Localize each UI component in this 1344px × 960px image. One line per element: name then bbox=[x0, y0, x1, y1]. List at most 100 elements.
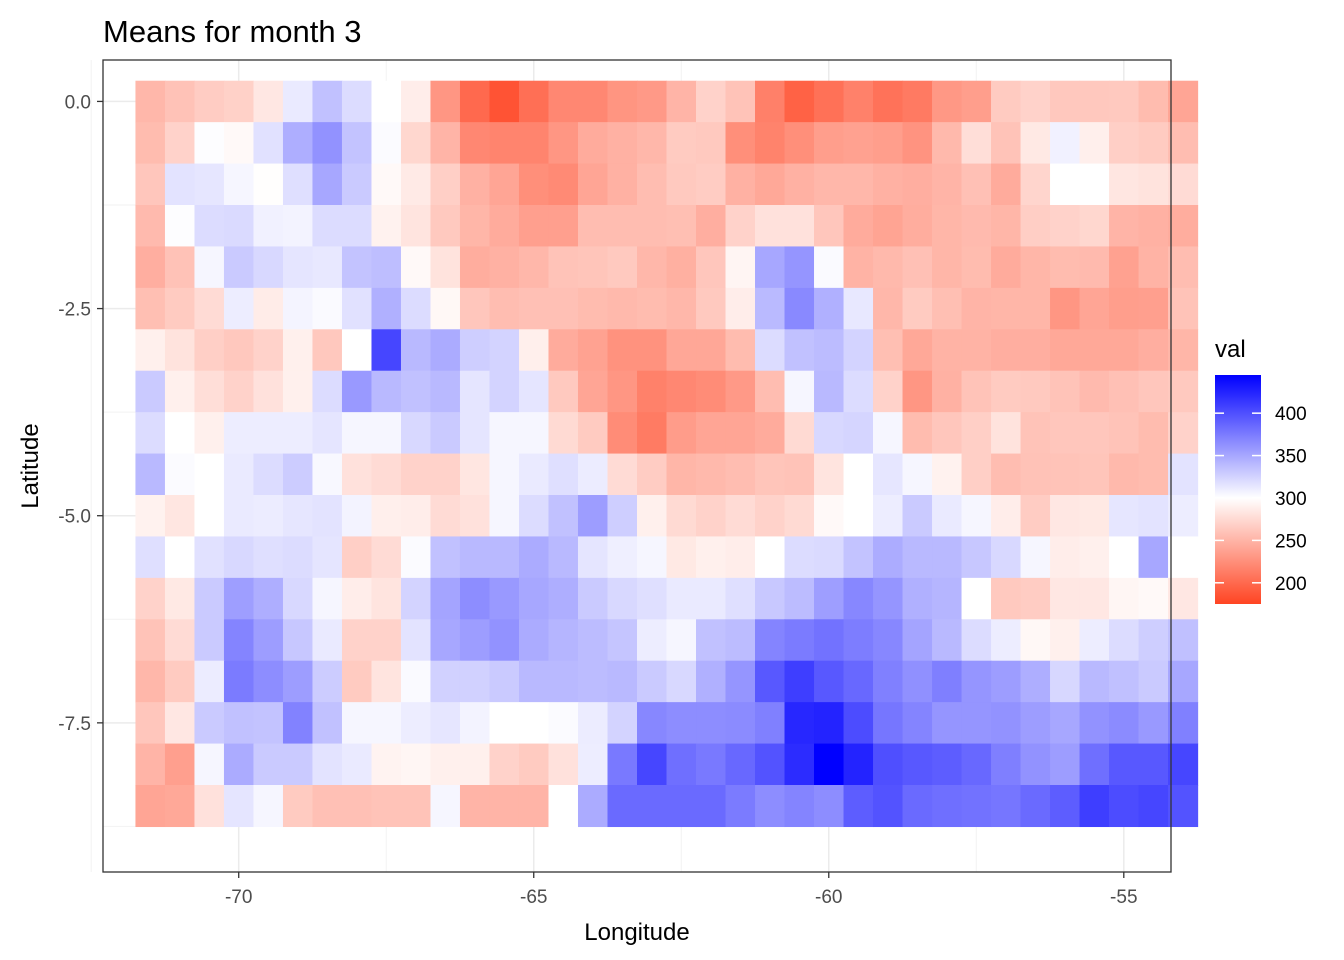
heatmap-cell bbox=[548, 495, 579, 538]
y-axis-title: Latitude bbox=[17, 423, 44, 508]
heatmap-cell bbox=[223, 660, 255, 703]
heatmap-cell bbox=[932, 80, 963, 123]
heatmap-cell bbox=[755, 80, 786, 123]
heatmap-cell bbox=[1020, 370, 1051, 413]
heatmap-cell bbox=[135, 412, 166, 455]
heatmap-cell bbox=[194, 619, 225, 662]
heatmap-cell bbox=[637, 329, 668, 372]
heatmap-cell bbox=[1109, 660, 1140, 703]
heatmap-cell bbox=[518, 785, 550, 828]
heatmap-cell bbox=[1020, 287, 1051, 330]
heatmap-cell bbox=[282, 577, 314, 620]
heatmap-cell bbox=[518, 205, 550, 248]
heatmap-cell bbox=[1168, 412, 1199, 455]
heatmap-cell bbox=[341, 619, 373, 662]
heatmap-cell bbox=[223, 163, 255, 206]
heatmap-cell bbox=[577, 370, 609, 413]
heatmap-cell bbox=[489, 163, 520, 206]
heatmap-cell bbox=[696, 619, 727, 662]
heatmap-cell bbox=[223, 80, 255, 123]
heatmap-cell bbox=[341, 577, 373, 620]
heatmap-cell bbox=[755, 122, 786, 165]
heatmap-cell bbox=[194, 577, 225, 620]
heatmap-cell bbox=[873, 702, 904, 745]
heatmap-cell bbox=[755, 702, 786, 745]
heatmap-cell bbox=[400, 80, 432, 123]
heatmap-cell bbox=[164, 370, 196, 413]
heatmap-cell bbox=[548, 660, 579, 703]
heatmap-cell bbox=[489, 785, 520, 828]
heatmap-cell bbox=[1138, 453, 1169, 496]
heatmap-cell bbox=[489, 660, 520, 703]
heatmap-cell bbox=[873, 412, 904, 455]
heatmap-cell bbox=[223, 287, 255, 330]
heatmap-cell bbox=[1168, 287, 1199, 330]
heatmap-cell bbox=[725, 577, 756, 620]
heatmap-cell bbox=[518, 619, 550, 662]
heatmap-cell bbox=[755, 329, 786, 372]
heatmap-cell bbox=[194, 370, 225, 413]
heatmap-cell bbox=[253, 205, 284, 248]
heatmap-cell bbox=[518, 536, 550, 579]
x-tick-label: -55 bbox=[1110, 887, 1137, 908]
heatmap-cell bbox=[725, 246, 756, 289]
heatmap-cell bbox=[400, 660, 432, 703]
heatmap-cell bbox=[725, 205, 756, 248]
heatmap-cell bbox=[164, 80, 196, 123]
heatmap-cell bbox=[637, 80, 668, 123]
heatmap-cell bbox=[459, 536, 491, 579]
heatmap-cell bbox=[135, 453, 166, 496]
heatmap-cell bbox=[518, 495, 550, 538]
heatmap-cell bbox=[607, 702, 638, 745]
heatmap-cell bbox=[1050, 370, 1081, 413]
heatmap-cell bbox=[371, 743, 402, 786]
heatmap-cell bbox=[607, 205, 638, 248]
heatmap-cell bbox=[1050, 453, 1081, 496]
heatmap-cell bbox=[341, 80, 373, 123]
heatmap-cell bbox=[666, 412, 697, 455]
heatmap-cell bbox=[371, 122, 402, 165]
heatmap-cell bbox=[666, 370, 697, 413]
heatmap-cell bbox=[518, 660, 550, 703]
heatmap-cell bbox=[1050, 619, 1081, 662]
heatmap-cell bbox=[371, 577, 402, 620]
y-tick-label: -5.0 bbox=[58, 507, 91, 528]
heatmap-cell bbox=[312, 453, 343, 496]
heatmap-cell bbox=[961, 577, 992, 620]
heatmap-cell bbox=[548, 246, 579, 289]
heatmap-cell bbox=[489, 453, 520, 496]
heatmap-cell bbox=[400, 785, 432, 828]
heatmap-cell bbox=[696, 453, 727, 496]
heatmap-cell bbox=[814, 743, 845, 786]
heatmap-cell bbox=[577, 163, 609, 206]
heatmap-cell bbox=[932, 287, 963, 330]
heatmap-cell bbox=[430, 743, 461, 786]
heatmap-cell bbox=[902, 370, 933, 413]
heatmap-cell bbox=[341, 495, 373, 538]
heatmap-cell bbox=[164, 660, 196, 703]
heatmap-cell bbox=[1050, 495, 1081, 538]
heatmap-cell bbox=[991, 536, 1022, 579]
heatmap-cell bbox=[696, 122, 727, 165]
heatmap-cell bbox=[755, 660, 786, 703]
heatmap-cell bbox=[607, 287, 638, 330]
heatmap-cell bbox=[430, 287, 461, 330]
heatmap-cell bbox=[135, 80, 166, 123]
heatmap-cell bbox=[637, 495, 668, 538]
heatmap-cell bbox=[784, 743, 815, 786]
heatmap-cell bbox=[341, 702, 373, 745]
heatmap-cell bbox=[1138, 702, 1169, 745]
heatmap-cell bbox=[666, 743, 697, 786]
heatmap-cell bbox=[312, 619, 343, 662]
heatmap-cell bbox=[1168, 495, 1199, 538]
heatmap-cell bbox=[548, 370, 579, 413]
heatmap-cell bbox=[696, 743, 727, 786]
heatmap-cell bbox=[164, 287, 196, 330]
heatmap-cell bbox=[194, 329, 225, 372]
heatmap-cell bbox=[312, 785, 343, 828]
heatmap-cell bbox=[489, 619, 520, 662]
heatmap-cell bbox=[135, 246, 166, 289]
heatmap-cell bbox=[577, 619, 609, 662]
heatmap-cell bbox=[518, 370, 550, 413]
heatmap-cell bbox=[1050, 287, 1081, 330]
